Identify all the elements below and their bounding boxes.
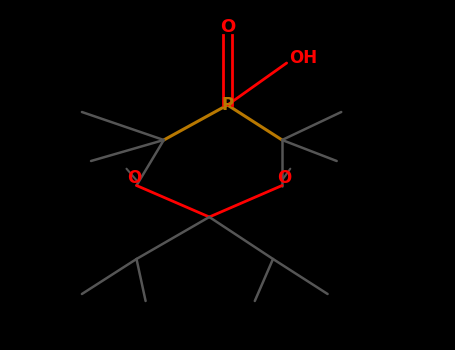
- Text: O: O: [127, 169, 142, 187]
- Text: O: O: [220, 18, 235, 36]
- Text: P: P: [222, 96, 233, 114]
- Text: OH: OH: [289, 49, 317, 67]
- Text: O: O: [277, 169, 292, 187]
